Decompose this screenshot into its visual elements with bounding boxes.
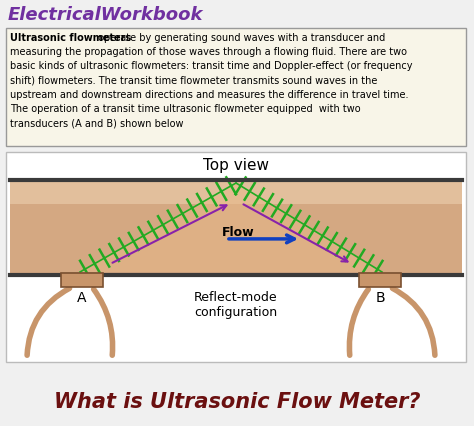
FancyBboxPatch shape (6, 152, 466, 362)
Bar (10, 180, 462, 275)
Bar (10, 180, 462, 204)
Text: Flow: Flow (222, 226, 255, 239)
Text: upstream and downstream directions and measures the difference in travel time.: upstream and downstream directions and m… (10, 90, 409, 100)
Text: What is Ultrasonic Flow Meter?: What is Ultrasonic Flow Meter? (54, 392, 420, 412)
Text: basic kinds of ultrasonic flowmeters: transit time and Doppler-effect (or freque: basic kinds of ultrasonic flowmeters: tr… (10, 61, 412, 72)
Text: The operation of a transit time ultrasonic flowmeter equipped  with two: The operation of a transit time ultrason… (10, 104, 361, 114)
Bar (359, 273, 401, 287)
Text: transducers (A and B) shown below: transducers (A and B) shown below (10, 118, 183, 128)
Text: measuring the propagation of those waves through a flowing fluid. There are two: measuring the propagation of those waves… (10, 47, 407, 57)
Text: ElectricalWorkbook: ElectricalWorkbook (8, 6, 203, 24)
Text: shift) flowmeters. The transit time flowmeter transmits sound waves in the: shift) flowmeters. The transit time flow… (10, 75, 377, 86)
Text: operate by generating sound waves with a transducer and: operate by generating sound waves with a… (95, 33, 385, 43)
FancyBboxPatch shape (6, 28, 466, 146)
Text: Ultrasonic flowmeters: Ultrasonic flowmeters (10, 33, 131, 43)
Text: A: A (77, 291, 87, 305)
Text: Top view: Top view (203, 158, 269, 173)
Polygon shape (80, 183, 382, 272)
Text: Reflect-mode
configuration: Reflect-mode configuration (194, 291, 278, 319)
Text: B: B (375, 291, 385, 305)
Bar (61, 273, 103, 287)
